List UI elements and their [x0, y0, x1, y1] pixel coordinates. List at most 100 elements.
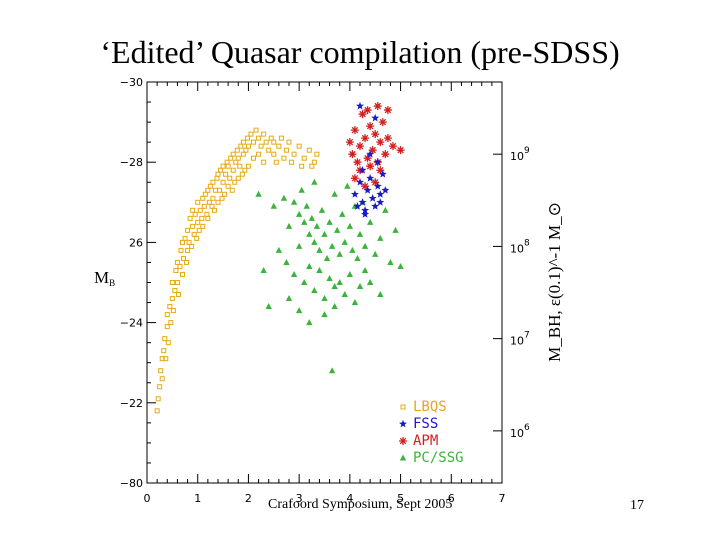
x-tick-label: 4 [346, 492, 353, 505]
data-point [378, 118, 387, 127]
data-point [186, 239, 192, 245]
data-point [154, 408, 160, 414]
series-lbqs [154, 127, 320, 414]
data-point [212, 187, 218, 193]
data-point [295, 307, 303, 314]
data-point [376, 138, 385, 147]
data-point [353, 158, 362, 167]
data-point [157, 384, 163, 390]
data-point [350, 126, 359, 135]
data-point [273, 159, 279, 165]
data-point [356, 230, 364, 237]
data-point [376, 198, 385, 206]
data-point [316, 246, 323, 253]
data-point [323, 254, 331, 261]
data-point [201, 203, 207, 209]
data-point [336, 279, 343, 285]
data-point [326, 274, 333, 281]
data-point [224, 159, 230, 165]
data-point [358, 166, 367, 174]
data-point [361, 134, 370, 143]
data-point [180, 239, 185, 245]
data-point [295, 210, 303, 217]
data-point [286, 139, 292, 145]
data-point [383, 134, 392, 143]
data-point [371, 202, 380, 210]
data-point [164, 324, 170, 330]
data-point [314, 151, 320, 157]
data-point [161, 348, 167, 354]
data-point [256, 151, 262, 157]
data-point [366, 279, 374, 285]
x-tick-label: 1 [194, 492, 201, 505]
legend-label: PC/SSG [413, 450, 464, 466]
data-point [196, 227, 202, 233]
data-point [270, 202, 277, 209]
data-point [240, 151, 246, 157]
data-point [235, 175, 241, 181]
y2-tick-label: 107 [510, 331, 530, 348]
data-point [251, 155, 256, 161]
data-point [283, 258, 290, 265]
data-point [248, 131, 254, 137]
data-point [240, 139, 246, 145]
data-point [190, 223, 196, 229]
y2-tick-label: 109 [510, 146, 530, 163]
data-point [230, 151, 236, 157]
y2-tick-label: 108 [510, 238, 530, 255]
data-point [194, 235, 200, 241]
data-point [311, 178, 318, 185]
data-point [361, 206, 370, 214]
data-point [309, 163, 315, 169]
data-point [387, 258, 394, 265]
data-point [173, 267, 179, 273]
data-point [396, 146, 405, 155]
data-point [344, 182, 351, 189]
data-point [356, 101, 364, 110]
data-point [260, 266, 267, 273]
data-point [162, 336, 168, 342]
data-point [303, 202, 310, 209]
data-point [172, 288, 178, 294]
data-point [177, 263, 183, 269]
data-point [368, 194, 377, 202]
data-point [175, 292, 181, 298]
data-point [377, 234, 384, 241]
data-point [306, 147, 312, 153]
data-point [276, 143, 282, 149]
data-point [356, 283, 364, 290]
data-point [368, 146, 377, 155]
data-point [341, 291, 348, 298]
data-point [205, 215, 211, 221]
legend-marker [400, 404, 406, 410]
data-point [190, 207, 196, 213]
data-point [178, 247, 184, 253]
y-tick-label: −30 [120, 76, 143, 89]
data-point [251, 139, 256, 145]
data-point [361, 242, 369, 249]
data-point [358, 110, 367, 119]
data-point [215, 199, 221, 205]
legend-label: LBQS [413, 399, 447, 415]
data-point [169, 296, 175, 302]
x-tick-label: 2 [245, 492, 252, 505]
data-point [377, 291, 384, 298]
data-point [242, 167, 248, 173]
y-axis-label: MB [94, 268, 115, 288]
data-point [271, 151, 277, 157]
data-point [306, 262, 313, 269]
data-point [298, 186, 305, 193]
data-point [363, 106, 372, 115]
data-point [206, 199, 212, 205]
data-point [261, 131, 267, 137]
data-point [230, 167, 236, 173]
data-point [363, 186, 372, 194]
data-point [382, 206, 389, 213]
series-apm [345, 102, 405, 191]
data-point [316, 266, 323, 273]
data-point [373, 102, 382, 111]
data-point [308, 214, 316, 221]
slide-title: ‘Edited’ Quasar compilation (pre-SDSS) [100, 34, 620, 70]
data-point [229, 187, 235, 193]
data-point [373, 182, 382, 190]
